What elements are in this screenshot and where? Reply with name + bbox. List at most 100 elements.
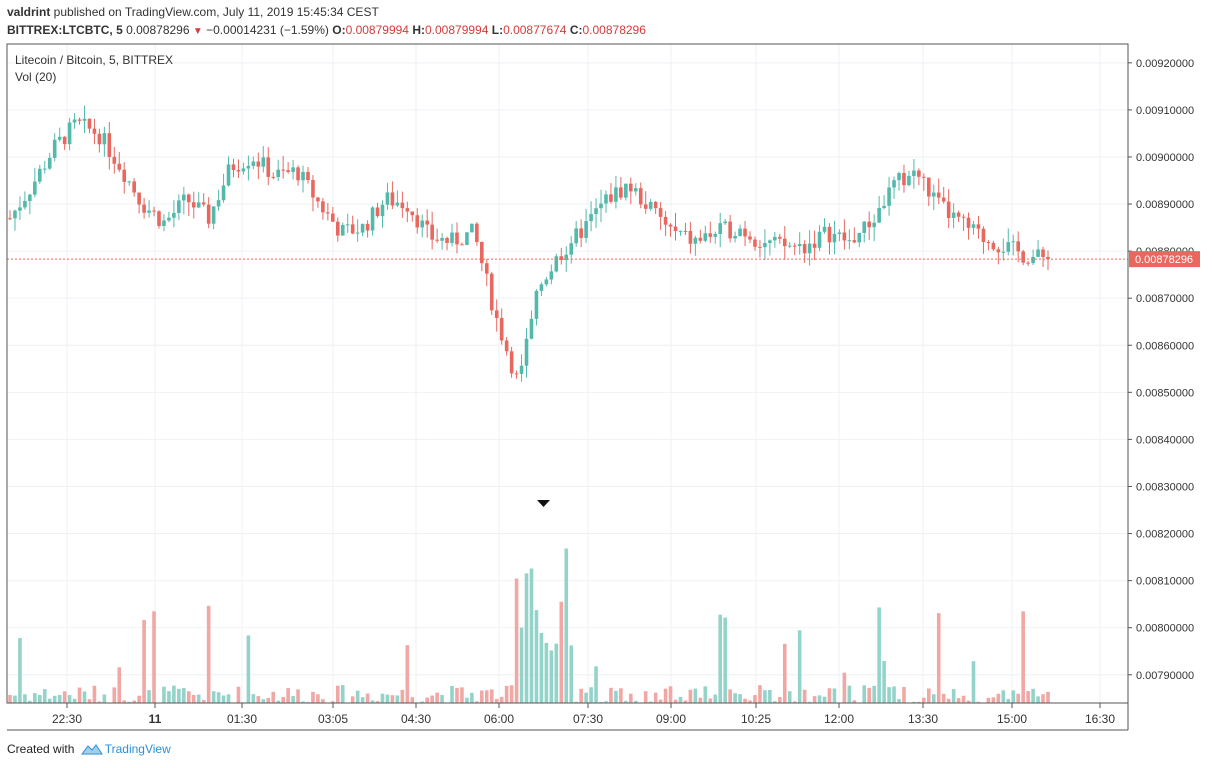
candle-body	[67, 122, 72, 145]
price-tick-label: 0.00920000	[1136, 58, 1194, 70]
volume-bars	[8, 548, 1050, 703]
volume-bar	[658, 699, 663, 703]
candle-body	[28, 194, 32, 201]
candle-body	[276, 169, 280, 178]
candle-body	[569, 243, 574, 255]
volume-bar	[912, 701, 916, 703]
candle-body	[112, 156, 117, 164]
volume-bar	[633, 700, 638, 703]
candle-body	[1036, 249, 1040, 257]
volume-bar	[773, 701, 777, 703]
candle-body	[812, 243, 817, 248]
volume-bar	[812, 696, 817, 703]
volume-bar	[619, 688, 623, 703]
candle-body	[241, 168, 246, 172]
candle-body	[296, 167, 300, 181]
volume-bar	[708, 698, 713, 703]
volume-bar	[688, 689, 693, 703]
price-tick-label: 0.00840000	[1136, 434, 1194, 446]
footer: Created with TradingView	[7, 742, 171, 756]
candle-body	[847, 240, 852, 242]
candle-body	[326, 212, 330, 214]
candle-body	[758, 246, 762, 248]
volume-bar	[102, 694, 107, 703]
candle-body	[604, 194, 608, 204]
candle-body	[266, 157, 271, 177]
volume-bar	[365, 693, 370, 703]
tradingview-brand[interactable]: TradingView	[104, 742, 171, 756]
candle-body	[688, 230, 693, 244]
candle-body	[693, 237, 698, 244]
volume-bar	[1031, 688, 1035, 703]
volume-bar	[936, 613, 941, 703]
candle-body	[425, 220, 429, 225]
author-name[interactable]: valdrint	[7, 5, 51, 19]
time-axis[interactable]: 22:30 11 01:30 03:05 04:30 06:00 07:30 09:00 10:…	[52, 703, 1115, 726]
candle-body	[271, 176, 276, 178]
candle-body	[316, 197, 320, 202]
volume-bar	[738, 694, 742, 703]
volume-bar	[668, 686, 673, 703]
candle-body	[917, 170, 921, 177]
candle-body	[102, 133, 107, 145]
candle-body	[559, 256, 564, 261]
candle-body	[748, 236, 752, 240]
candle-body	[430, 224, 434, 240]
volume-bar	[142, 620, 146, 703]
pane-title: Litecoin / Bitcoin, 5, BITTREX	[15, 53, 173, 67]
volume-bar	[996, 693, 1001, 703]
volume-bar	[321, 699, 325, 703]
candle-body	[445, 237, 449, 243]
price-tick-label: 0.00900000	[1136, 152, 1194, 164]
volume-bar	[624, 700, 628, 703]
candle-body	[231, 164, 236, 170]
volume-bar	[395, 695, 400, 703]
volume-bar	[37, 694, 42, 703]
time-tick-label: 06:00	[484, 712, 514, 726]
candle-body	[912, 170, 916, 176]
candle-body	[52, 139, 57, 158]
volume-bar	[162, 686, 166, 703]
candle-body	[1001, 251, 1006, 253]
chart-canvas[interactable]: 0.00920000 0.00910000 0.00900000 0.00890000…	[0, 0, 1214, 740]
candle-body	[395, 202, 400, 206]
volume-bar	[827, 688, 832, 703]
candle-body	[574, 228, 578, 244]
candle-body	[653, 201, 658, 209]
volume-bar	[653, 692, 658, 703]
candle-body	[1011, 241, 1016, 243]
volume-bar	[400, 689, 405, 703]
candle-body	[162, 220, 166, 226]
candle-body	[331, 213, 335, 222]
volume-bar	[62, 691, 67, 703]
volume-bar	[718, 614, 723, 703]
candle-body	[475, 223, 479, 242]
candle-body	[420, 220, 425, 228]
candle-body	[807, 243, 812, 254]
candle-body	[261, 157, 266, 167]
high-label: H:	[412, 23, 425, 37]
volume-bar	[733, 693, 737, 703]
ohlc-line: BITTREX:LTCBTC, 5 0.00878296 ▼ −0.000142…	[7, 23, 646, 37]
volume-bar	[678, 696, 683, 703]
candle-body	[802, 243, 807, 254]
candle-body	[62, 136, 67, 145]
candle-body	[1021, 251, 1025, 263]
open-value: 0.00879994	[345, 23, 409, 37]
candle-body	[37, 168, 42, 182]
change-value: −0.00014231 (−1.59%)	[206, 23, 329, 37]
candle-body	[728, 221, 732, 239]
candle-body	[991, 242, 996, 250]
volume-bar	[951, 689, 956, 703]
candle-body	[564, 254, 569, 261]
price-tick-label: 0.00810000	[1136, 576, 1194, 588]
volume-bar	[455, 687, 459, 703]
candle-body	[400, 202, 405, 209]
volume-bar	[748, 700, 752, 703]
candle-body	[633, 188, 638, 192]
price-axis[interactable]: 0.00920000 0.00910000 0.00900000 0.00890000…	[1128, 58, 1194, 682]
volume-bar	[390, 695, 395, 703]
candle-body	[723, 221, 727, 224]
candle-body	[122, 169, 127, 182]
price-tick-label: 0.00850000	[1136, 387, 1194, 399]
